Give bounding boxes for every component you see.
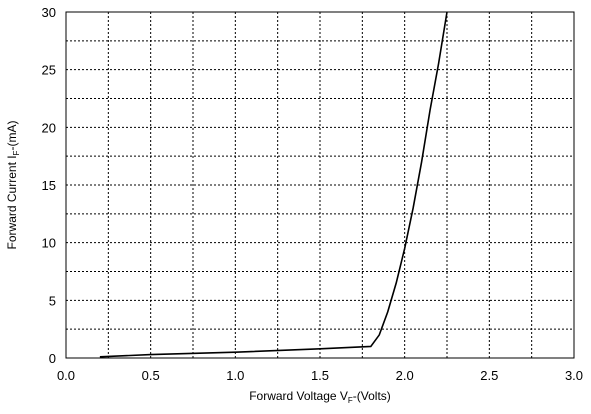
x-axis-title-sub: F [348,396,353,405]
y-tick-label: 30 [42,5,56,20]
y-tick-label: 20 [42,120,56,135]
y-axis-title-sub: F [12,150,21,155]
x-axis-title: Forward Voltage VF-(Volts) [249,389,391,405]
data-point [446,11,448,13]
data-point [429,109,431,111]
data-points [99,11,448,357]
data-point [395,282,397,284]
x-axis-title-main: Forward Voltage V [249,389,348,403]
x-tick-label: 0.0 [57,368,75,383]
x-tick-label: 0.5 [142,368,160,383]
y-tick-label: 15 [42,178,56,193]
data-point [438,63,440,65]
plot-frame [65,11,575,359]
data-point [404,248,406,250]
y-tick-label: 0 [49,351,56,366]
data-point [412,207,414,209]
y-tick-labels: 0 5 10 15 20 25 30 [42,5,56,366]
data-point [319,348,321,350]
y-tick-label: 10 [42,236,56,251]
data-point [421,161,423,163]
x-axis-title-tail: -(Volts) [353,389,391,403]
series-line [99,11,448,358]
data-point [99,356,101,358]
data-point [378,334,380,336]
data-point [370,346,372,348]
x-tick-label: 1.0 [226,368,244,383]
data-point [387,311,389,313]
grid [66,12,574,358]
x-tick-labels: 0.0 0.5 1.0 1.5 2.0 2.5 3.0 [57,368,583,383]
y-axis-title-tail: -(mA) [5,121,19,151]
y-axis-title-main: Forward Current I [5,155,19,249]
data-point [150,354,152,356]
y-tick-label: 25 [42,63,56,78]
x-tick-label: 2.0 [396,368,414,383]
x-tick-label: 3.0 [565,368,583,383]
y-tick-label: 5 [49,293,56,308]
x-tick-label: 1.5 [311,368,329,383]
x-tick-label: 2.5 [480,368,498,383]
data-point [235,351,237,353]
y-axis-title: Forward Current IF-(mA) [5,121,21,250]
